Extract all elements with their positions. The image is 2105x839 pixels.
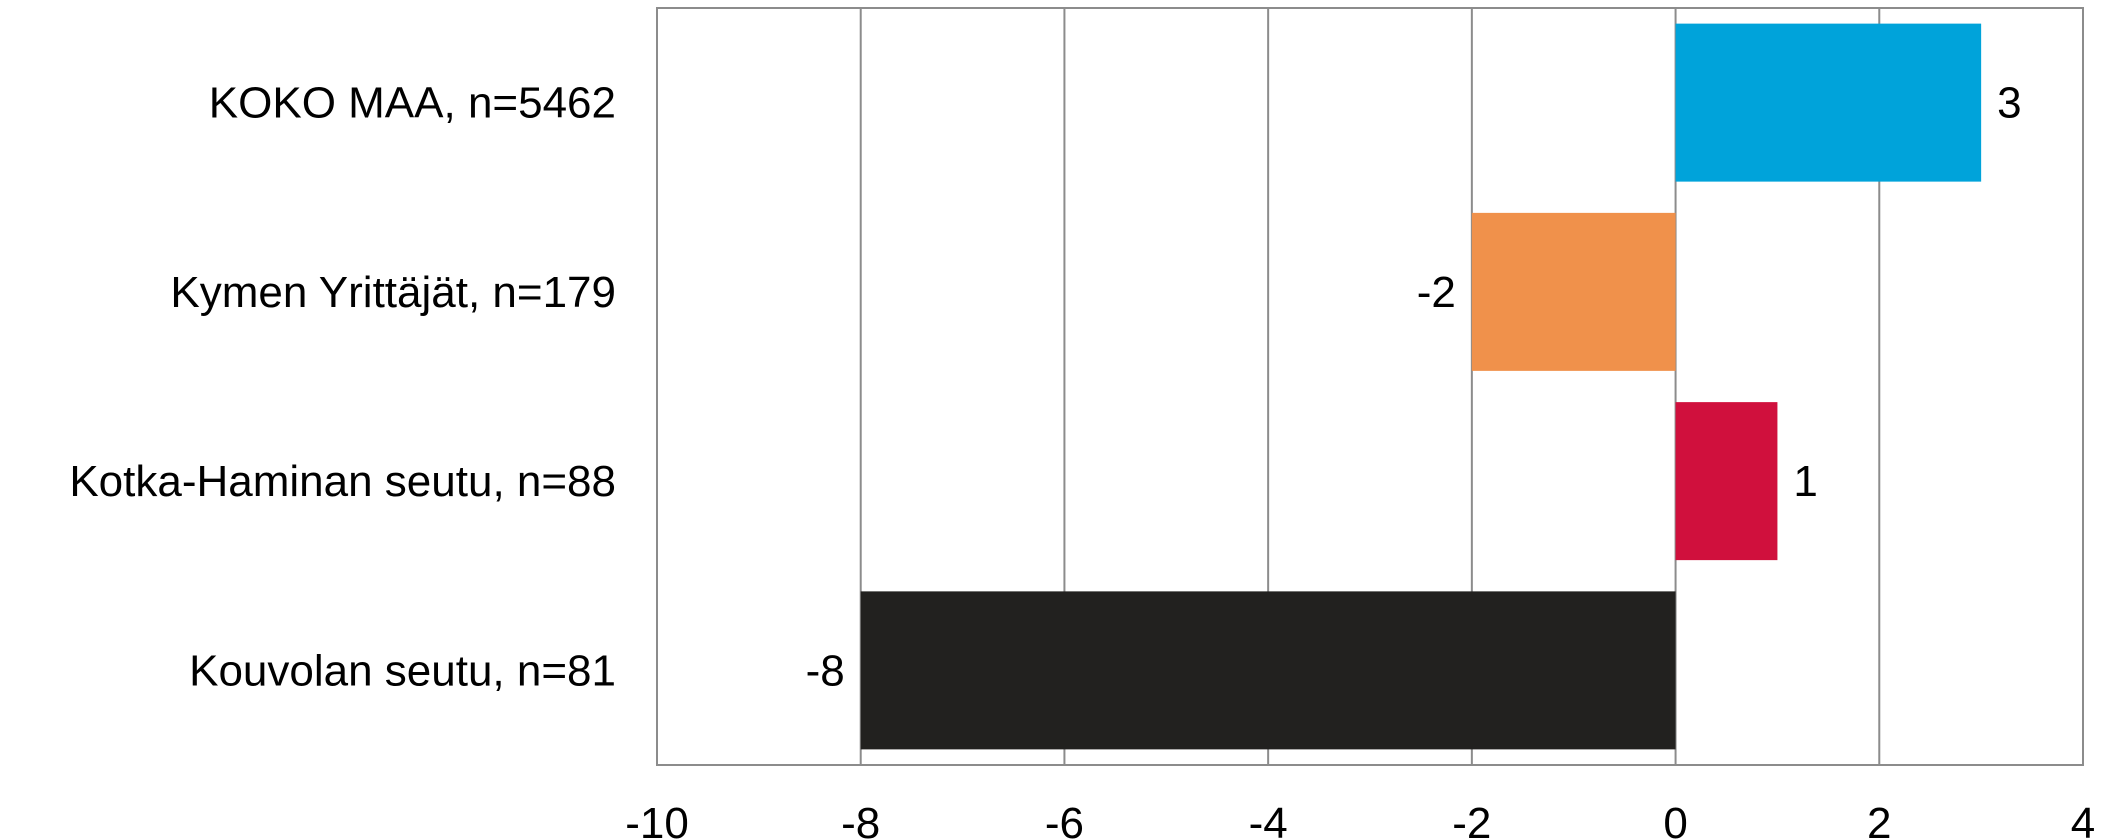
data-label: -2 (1417, 268, 1456, 317)
bars (860, 23, 1982, 750)
bar-1 (1471, 212, 1676, 371)
data-label: 1 (1793, 457, 1817, 506)
category-label: Kotka-Haminan seutu, n=88 (69, 457, 616, 506)
bar-3 (860, 591, 1676, 750)
data-label: 3 (1997, 79, 2021, 128)
category-label: KOKO MAA, n=5462 (209, 79, 616, 128)
x-tick-label: -4 (1249, 799, 1288, 839)
category-label: Kymen Yrittäjät, n=179 (170, 268, 616, 317)
bar-0 (1675, 23, 1982, 182)
data-labels: 3 -2 1 -8 (806, 79, 2022, 696)
x-tick-label: -8 (841, 799, 880, 839)
x-tick-label: 2 (1867, 799, 1891, 839)
data-label: -8 (806, 646, 845, 695)
bar-2 (1675, 402, 1778, 561)
x-tick-label: 0 (1663, 799, 1687, 839)
plot-area (656, 7, 2084, 766)
x-axis-tick-labels: -10 -8 -6 -4 -2 0 2 4 (625, 799, 2095, 839)
category-label: Kouvolan seutu, n=81 (189, 646, 616, 695)
category-labels: KOKO MAA, n=5462 Kymen Yrittäjät, n=179 Ko… (69, 79, 616, 696)
x-tick-label: -6 (1045, 799, 1084, 839)
x-tick-label: -10 (625, 799, 689, 839)
x-tick-label: -2 (1452, 799, 1491, 839)
x-tick-label: 4 (2071, 799, 2095, 839)
